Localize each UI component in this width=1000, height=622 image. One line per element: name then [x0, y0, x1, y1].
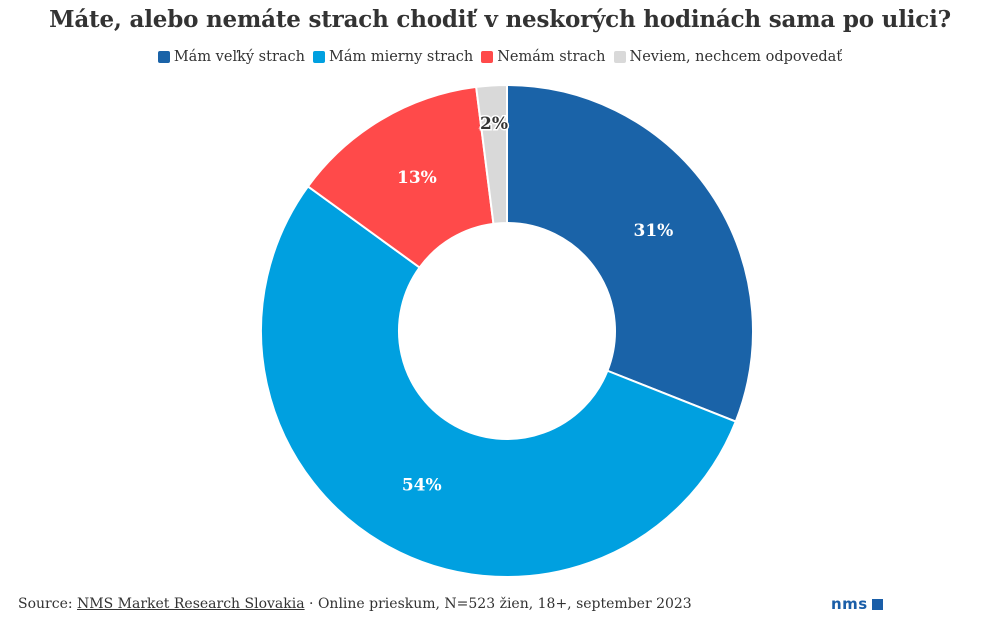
logo-square-icon: [871, 598, 883, 610]
legend-swatch: [481, 51, 494, 63]
source-prefix: Source:: [18, 596, 78, 612]
source-link[interactable]: NMS Market Research Slovakia: [77, 596, 305, 612]
legend-item-velky-strach[interactable]: Mám veľký strach: [157, 49, 305, 65]
legend: Mám veľký strach Mám mierny strach Nemám…: [0, 49, 1000, 65]
legend-label: Mám mierny strach: [328, 49, 474, 65]
source-note: Source: NMS Market Research Slovakia · O…: [18, 596, 692, 612]
data-label-neviem: 2%: [480, 114, 508, 134]
legend-swatch: [157, 51, 170, 63]
legend-swatch: [312, 51, 325, 63]
data-label-velky-strach: 31%: [633, 221, 673, 241]
slice-neviem[interactable]: [475, 83, 508, 225]
legend-item-nemam-strach[interactable]: Nemám strach: [481, 49, 606, 65]
slice-mierny-strach[interactable]: [260, 185, 738, 578]
slice-nemam-strach[interactable]: [306, 85, 495, 269]
legend-label: Neviem, nechcem odpovedať: [629, 49, 843, 65]
legend-item-mierny-strach[interactable]: Mám mierny strach: [312, 49, 474, 65]
chart-title: Máte, alebo nemáte strach chodiť v nesko…: [49, 6, 951, 33]
legend-label: Nemám strach: [497, 49, 606, 65]
nms-logo: nms: [831, 595, 883, 613]
legend-swatch: [613, 51, 626, 63]
logo-text: nms: [831, 595, 868, 613]
source-details: · Online prieskum, N=523 žien, 18+, sept…: [304, 596, 692, 612]
legend-label: Mám veľký strach: [173, 49, 305, 65]
data-label-mierny-strach: 54%: [402, 476, 442, 496]
slice-velky-strach[interactable]: [506, 83, 754, 423]
legend-item-neviem[interactable]: Neviem, nechcem odpovedať: [613, 49, 843, 65]
data-label-nemam-strach: 13%: [397, 168, 437, 188]
